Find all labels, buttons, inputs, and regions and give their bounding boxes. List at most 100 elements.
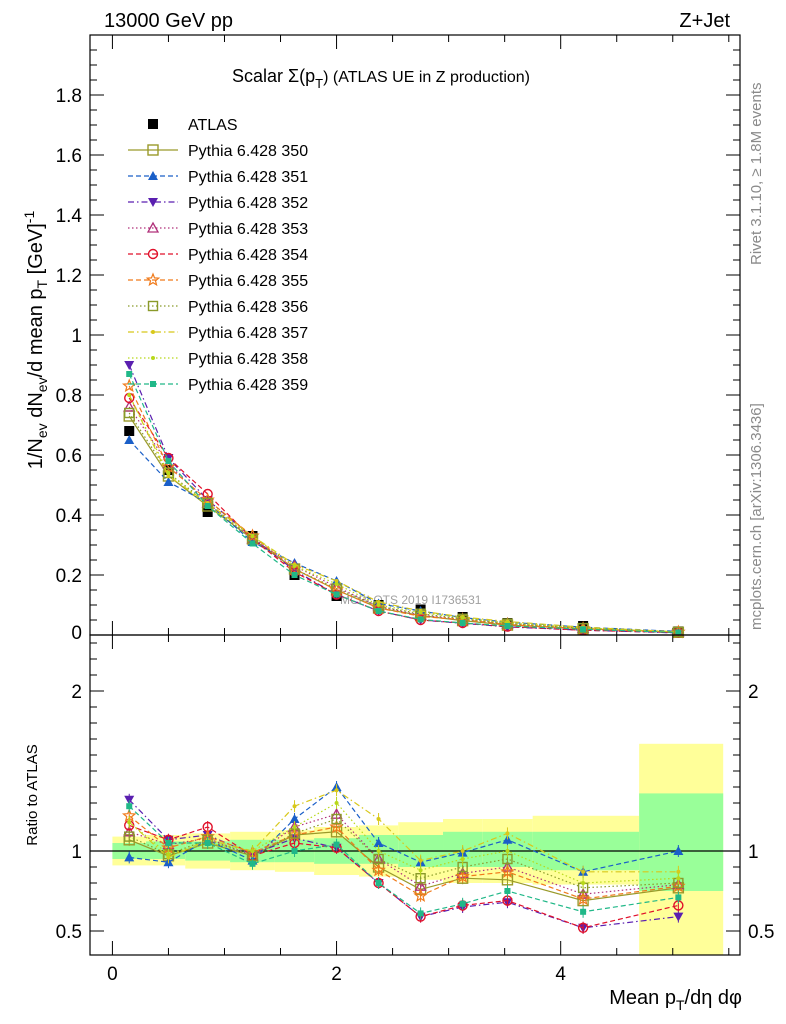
y-tick-label: 0.6 [56,446,82,467]
main-panel: MCPLOTS 2019 I1736531 0.20.40.60.811.21.… [21,34,741,644]
series-p359 [126,371,682,636]
x-tick-label: 0 [107,964,118,985]
ratio-point-p351 [124,852,135,862]
point-p359 [333,591,340,598]
legend-marker [148,198,158,207]
ratio-point-p359 [580,908,587,915]
series-line-p351 [128,439,679,632]
ratio-uncertainty-bands [112,743,724,955]
point-p359 [204,503,211,509]
point-p359 [165,458,172,464]
legend-item-p355: Pythia 6.428 355 [128,272,308,290]
y-tick-label-zero: 0 [71,623,82,644]
ratio-point-p359 [126,803,133,810]
ratio-point-p355 [500,864,515,878]
ratio-line-p355 [128,815,679,900]
y-tick-label: 1.8 [56,86,82,107]
legend-label: Pythia 6.428 359 [188,377,308,394]
ratio-point-p357 [334,788,339,793]
ratio-x-tick-labels: 0 2 4 [107,964,566,985]
legend-label: Pythia 6.428 352 [188,195,308,212]
ratio-point-p358 [334,801,339,805]
point-p359 [375,608,382,614]
series-line-p354 [128,397,679,634]
y-tick-label: 1 [71,326,82,347]
ratio-point-p359 [291,848,298,854]
x-axis-label: Mean pT/dη dφ [609,987,742,1013]
ratio-line-p358 [128,802,679,884]
ratio-point-p357 [676,869,681,874]
point-p356 [124,407,135,419]
point-p358 [418,610,423,615]
point-p357 [166,474,171,478]
legend-item-p356: Pythia 6.428 356 [128,299,308,316]
legend-item-p354: Pythia 6.428 354 [128,247,308,264]
ratio-point-p359 [375,880,382,886]
legend-marker [151,356,155,360]
ratio-series-p359 [126,800,682,920]
ratio-point-p356 [124,831,135,842]
main-series [121,361,686,639]
legend-marker [148,119,158,129]
legend-marker [147,144,159,156]
ratio-y-tick-label: 2 [71,682,82,703]
ratio-point-p359 [249,860,256,867]
ratio-point-p354 [577,922,589,933]
ratio-point-p356 [331,813,342,825]
ratio-point-p358 [250,849,255,853]
ratio-point-p351 [673,846,684,855]
legend-item-p350: Pythia 6.428 350 [128,143,308,160]
legend-label: Pythia 6.428 350 [188,143,308,160]
ratio-y-tick-label: 1 [71,842,82,863]
ratio-point-p359 [504,888,511,894]
point-p356 [673,626,684,638]
ratio-line-p357 [128,789,679,873]
ratio-y-tick-label-right: 0.5 [748,922,774,943]
ratio-y-label: Ratio to ATLAS [24,744,41,845]
ratio-point-p359 [459,900,466,907]
ratio-point-p357 [460,849,465,853]
ratio-line-p351 [129,786,679,873]
ratio-point-p359 [675,894,682,901]
point-p357 [334,579,339,583]
point-p351 [163,477,174,486]
legend-marker [146,221,160,233]
series-line-p357 [128,394,679,633]
legend-marker [147,300,159,312]
ratio-point-p357 [376,817,381,821]
main-axis-ticks [90,35,740,636]
ratio-line-p359 [128,805,679,915]
ratio-frame [89,634,741,956]
point-p355 [161,459,176,474]
ratio-point-p358 [376,849,381,853]
ratio-point-p352 [673,912,684,922]
point-p359 [504,623,511,629]
legend-item-p359: Pythia 6.428 359 [128,377,308,394]
ratio-axis-ticks [90,635,740,955]
point-p359 [126,371,133,377]
legend-marker [150,381,156,387]
ratio-y-tick-label-right: 1 [748,842,759,863]
ratio-point-p358 [292,825,297,829]
ratio-point-p359 [165,840,172,846]
series-line-p359 [128,373,679,634]
point-p359 [291,572,298,578]
ratio-y-tick-labels: 0.5 0.5 1 1 2 2 [56,682,775,943]
ratio-point-p358 [418,868,423,873]
point-p358 [127,393,132,397]
legend-item-p352: Pythia 6.428 352 [128,195,308,212]
mcplots-label: mcplots.cern.ch [arXiv:1306.3436] [748,403,765,630]
ratio-point-p355 [413,888,428,902]
point-p358 [460,615,465,620]
point-p359 [580,626,587,633]
point-p353 [330,580,343,592]
legend-item-p353: Pythia 6.428 353 [128,221,308,238]
legend-item-p358: Pythia 6.428 358 [128,351,308,368]
ratio-point-p355 [371,862,386,877]
point-p353 [123,400,136,412]
point-p359 [675,629,682,636]
y-tick-label: 0.2 [56,566,82,587]
legend-label: Pythia 6.428 351 [188,169,308,186]
legend-item-ATLAS: ATLAS [148,117,238,134]
